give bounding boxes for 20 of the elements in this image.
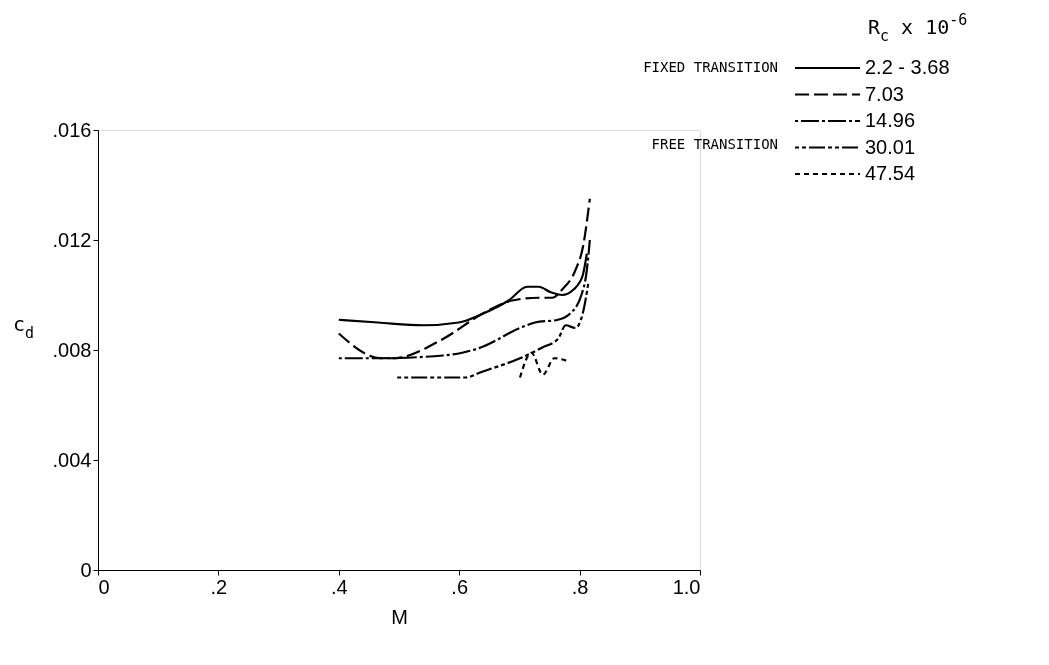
line-series — [337, 197, 591, 360]
y-tick-label: .012 — [52, 228, 92, 251]
x-tick-label: .6 — [451, 575, 469, 598]
text: FIXED TRANSITION — [643, 59, 778, 75]
y-tick-label: .008 — [52, 338, 92, 361]
y-tick-label: 0 — [80, 558, 92, 581]
x-tick-label: .8 — [571, 575, 589, 598]
annotation: FREE TRANSITION — [651, 136, 778, 152]
legend-label: 2.2 - 3.68 — [865, 56, 950, 78]
x-tick-label: .4 — [330, 575, 348, 598]
x-axis-title: M — [391, 605, 408, 628]
x-tick-label: .2 — [210, 575, 228, 598]
legend-label: 30.01 — [865, 135, 916, 158]
x-tick-label: 1.0 — [672, 575, 701, 598]
y-tick-label: .004 — [52, 448, 92, 471]
legend-label: 47.54 — [865, 162, 916, 184]
y-tick-label: .016 — [52, 118, 92, 141]
legend-label: 14.96 — [865, 109, 916, 131]
legend-label: 7.03 — [865, 82, 904, 105]
x-tick-label: 0 — [98, 575, 110, 598]
